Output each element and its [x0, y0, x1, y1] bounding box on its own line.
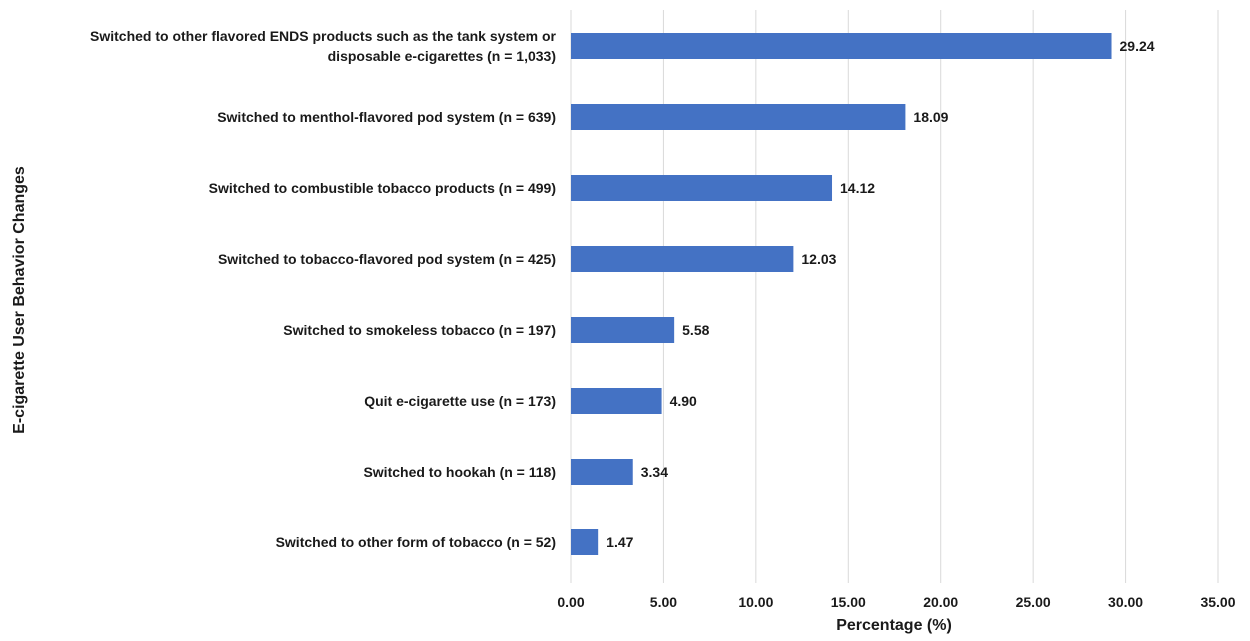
data-label: 5.58 [682, 322, 709, 338]
category-label: Switched to tobacco-flavored pod system … [218, 251, 556, 267]
value-labels: 29.24 18.09 14.12 12.03 5.58 4.90 3.34 1.47 [606, 38, 1155, 550]
bar [571, 529, 599, 555]
x-axis-ticks: 0.00 5.00 10.00 15.00 20.00 25.00 30.00 35.00 [557, 594, 1235, 610]
x-axis-title: Percentage (%) [836, 617, 952, 634]
bar [571, 175, 833, 201]
data-label: 3.34 [641, 464, 668, 480]
category-label: Switched to combustible tobacco products… [209, 180, 556, 196]
category-label: Switched to smokeless tobacco (n = 197) [283, 322, 556, 338]
x-tick-label: 15.00 [831, 594, 866, 610]
x-tick-label: 0.00 [557, 594, 584, 610]
x-tick-label: 35.00 [1200, 594, 1235, 610]
category-label: Quit e-cigarette use (n = 173) [364, 393, 556, 409]
data-label: 29.24 [1120, 38, 1155, 54]
bar [571, 317, 675, 343]
x-tick-label: 10.00 [738, 594, 773, 610]
data-label: 4.90 [670, 393, 697, 409]
data-label: 18.09 [913, 109, 948, 125]
data-label: 1.47 [606, 534, 633, 550]
category-label: Switched to hookah (n = 118) [363, 464, 556, 480]
data-label: 14.12 [840, 180, 875, 196]
bar [571, 246, 794, 272]
x-tick-label: 25.00 [1016, 594, 1051, 610]
x-tick-label: 5.00 [650, 594, 677, 610]
bar [571, 104, 906, 130]
x-tick-label: 20.00 [923, 594, 958, 610]
gridlines [570, 10, 1219, 583]
bar [571, 388, 662, 414]
bar [571, 459, 633, 485]
data-label: 12.03 [801, 251, 836, 267]
x-tick-label: 30.00 [1108, 594, 1143, 610]
bar [571, 33, 1112, 59]
category-label: Switched to menthol-flavored pod system … [217, 109, 556, 125]
y-axis-title: E-cigarette User Behavior Changes [11, 166, 28, 434]
category-label: Switched to other flavored ENDS products… [90, 28, 557, 64]
bars [571, 33, 1112, 555]
category-labels: Switched to other flavored ENDS products… [90, 28, 557, 550]
category-label: Switched to other form of tobacco (n = 5… [276, 534, 556, 550]
